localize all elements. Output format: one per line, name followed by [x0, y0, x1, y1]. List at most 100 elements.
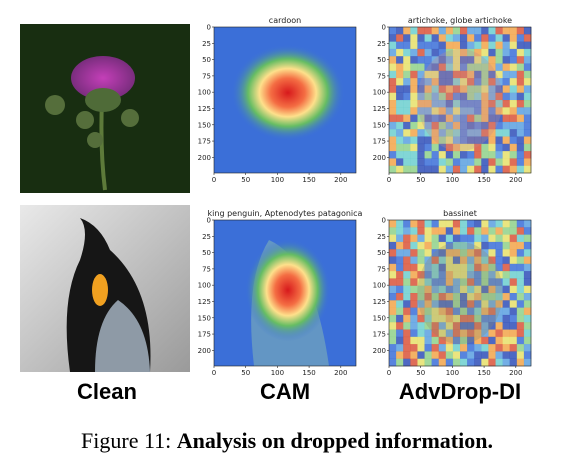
- adv-cell: [474, 27, 482, 35]
- adv-cell: [495, 85, 503, 93]
- adv-cell: [438, 48, 447, 57]
- adv-cell: [424, 329, 432, 338]
- adv-cell: [481, 129, 489, 137]
- adv-cell: [424, 136, 432, 145]
- adv-cell: [502, 293, 510, 301]
- adv-cell: [523, 278, 532, 286]
- adv-cell: [509, 249, 518, 257]
- adv-cell: [403, 322, 411, 330]
- adv-cell: [523, 256, 532, 265]
- adv-cell: [474, 34, 482, 42]
- adv-cell: [403, 41, 411, 50]
- adv-cell: [509, 220, 518, 228]
- adv-cell: [438, 351, 447, 359]
- adv-cell: [396, 336, 404, 345]
- adv-cell: [389, 358, 397, 367]
- y-tick-label: 0: [207, 24, 211, 32]
- adv-cell: [516, 234, 525, 243]
- adv-cell: [438, 227, 447, 235]
- adv-cell: [445, 358, 454, 367]
- adv-cell: [495, 271, 503, 279]
- adv-cell: [467, 27, 475, 35]
- adv-cell: [389, 351, 397, 359]
- adv-cell: [467, 322, 475, 330]
- adv-cell: [389, 70, 397, 79]
- y-tick-label: 125: [373, 298, 386, 306]
- adv-cell: [516, 322, 525, 330]
- adv-cell: [495, 70, 503, 79]
- x-tick-label: 0: [387, 369, 391, 377]
- adv-cell: [389, 300, 397, 308]
- adv-cell: [509, 271, 518, 279]
- adv-cell: [474, 158, 482, 166]
- adv-cell: [523, 136, 532, 145]
- adv-cell: [516, 136, 525, 145]
- x-tick-label: 0: [212, 176, 216, 184]
- adv-cell: [502, 92, 510, 101]
- adv-cell: [438, 293, 447, 301]
- y-tick-label: 25: [202, 40, 211, 48]
- adv-cell: [509, 114, 518, 123]
- adv-cell: [445, 241, 454, 250]
- adv-cell: [460, 300, 468, 308]
- adv-cell: [445, 143, 454, 152]
- adv-cell: [516, 351, 525, 359]
- adv-cell: [389, 314, 397, 323]
- adv-cell: [396, 234, 404, 243]
- adv-cell: [389, 78, 397, 86]
- adv-cell: [474, 56, 482, 64]
- adv-cell: [460, 344, 468, 352]
- adv-cell: [460, 285, 468, 294]
- x-tick-label: 50: [241, 176, 250, 184]
- adv-cell: [474, 143, 482, 152]
- adv-cell: [481, 27, 489, 35]
- adv-cell: [516, 78, 525, 86]
- adv-cell: [516, 34, 525, 42]
- x-tick-label: 150: [477, 369, 490, 377]
- adv-cell: [396, 241, 404, 250]
- adv-cell: [509, 336, 518, 345]
- adv-cell: [481, 143, 489, 152]
- adv-cell: [438, 100, 447, 108]
- adv-cell: [438, 114, 447, 123]
- adv-cell: [431, 70, 439, 79]
- adv-cell: [474, 165, 482, 174]
- adv-cell: [481, 85, 489, 93]
- adv-cell: [474, 100, 482, 108]
- adv-cell: [424, 78, 432, 86]
- adv-cell: [396, 271, 404, 279]
- adv-cell: [474, 63, 482, 72]
- adv-cell: [488, 249, 496, 257]
- adv-cell: [438, 314, 447, 323]
- adv-cell: [389, 322, 397, 330]
- adv-cell: [502, 322, 510, 330]
- adv-cell: [460, 100, 468, 108]
- adv-cell: [481, 56, 489, 64]
- adv-cell: [424, 158, 432, 166]
- adv-cell: [410, 151, 418, 159]
- adv-cell: [495, 249, 503, 257]
- adv-cell: [523, 70, 532, 79]
- adv-cell: [403, 336, 411, 345]
- adv-cell: [474, 107, 482, 115]
- adv-cell: [452, 322, 461, 330]
- adv-cell: [389, 285, 397, 294]
- adv-cell: [481, 241, 489, 250]
- adv-cell: [481, 336, 489, 345]
- adv-cell: [516, 314, 525, 323]
- adv-cell: [474, 351, 482, 359]
- adv-cell: [403, 314, 411, 323]
- adv-cell: [396, 278, 404, 286]
- x-tick-label: 100: [271, 369, 284, 377]
- adv-cell: [481, 351, 489, 359]
- adv-cell: [488, 27, 496, 35]
- adv-cell: [509, 314, 518, 323]
- adv-cell: [396, 256, 404, 265]
- adv-cell: [452, 220, 461, 228]
- adv-cell: [516, 241, 525, 250]
- adv-cell: [431, 165, 439, 174]
- adv-cell: [495, 344, 503, 352]
- adv-cell: [502, 27, 510, 35]
- adv-cell: [403, 256, 411, 265]
- y-tick-label: 150: [373, 121, 386, 129]
